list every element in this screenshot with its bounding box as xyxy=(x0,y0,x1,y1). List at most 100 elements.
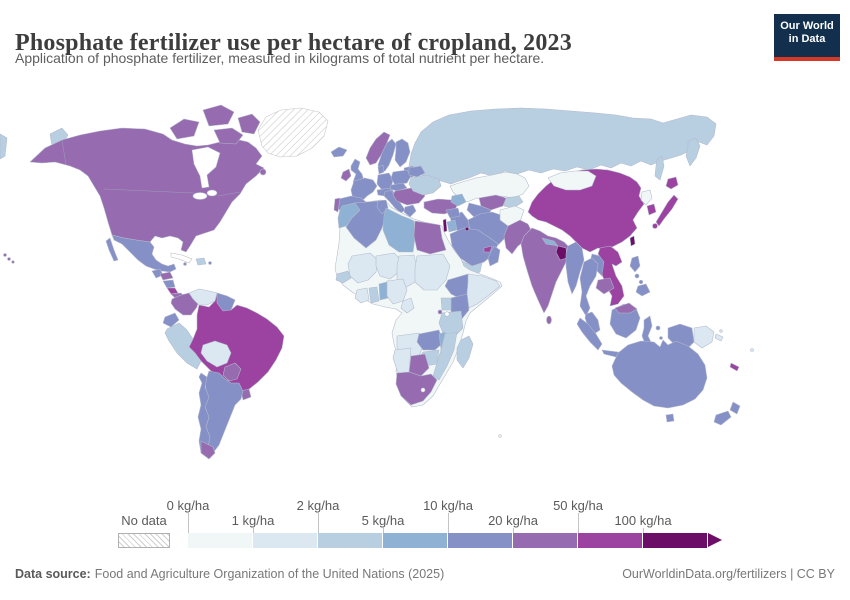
region-kyrgyzstan-tajikistan[interactable] xyxy=(503,195,524,209)
region-mozambique[interactable] xyxy=(432,331,458,381)
region-portugal[interactable] xyxy=(333,197,341,213)
region-australia[interactable] xyxy=(611,339,708,409)
region-mexico[interactable] xyxy=(111,234,177,273)
region-honduras[interactable] xyxy=(159,271,174,281)
region-russia-west-wrap[interactable] xyxy=(0,133,8,160)
region-thailand[interactable] xyxy=(579,257,599,317)
region-arctic-island-1[interactable] xyxy=(169,118,200,140)
region-new-britain[interactable] xyxy=(714,333,724,342)
region-south-korea[interactable] xyxy=(646,203,657,216)
region-ireland[interactable] xyxy=(340,168,352,182)
region-new-zealand-south[interactable] xyxy=(713,410,732,426)
region-greenland[interactable] xyxy=(257,107,329,158)
region-peru[interactable] xyxy=(164,322,202,370)
region-uganda[interactable] xyxy=(440,297,452,311)
legend-segment-0[interactable] xyxy=(188,533,253,548)
region-senegal[interactable] xyxy=(335,270,352,284)
region-hawaii-3[interactable] xyxy=(11,260,15,264)
region-argentina[interactable] xyxy=(204,370,244,454)
region-rwanda-burundi[interactable] xyxy=(437,309,443,315)
region-france[interactable] xyxy=(350,177,378,203)
region-greece[interactable] xyxy=(403,204,417,218)
owid-logo[interactable]: Our World in Data xyxy=(774,14,840,61)
region-bolivia[interactable] xyxy=(200,340,232,368)
region-cuba[interactable] xyxy=(170,252,193,264)
region-moluccas-1[interactable] xyxy=(655,325,661,331)
region-newfoundland[interactable] xyxy=(259,168,267,176)
region-costa-rica[interactable] xyxy=(166,287,179,295)
region-denmark[interactable] xyxy=(377,164,385,175)
region-belarus[interactable] xyxy=(408,165,426,178)
no-data-swatch[interactable] xyxy=(118,533,170,548)
region-cameroon[interactable] xyxy=(400,297,415,314)
region-mongolia[interactable] xyxy=(547,170,597,191)
region-sumatra[interactable] xyxy=(576,317,603,351)
legend-segment-5[interactable] xyxy=(513,533,578,548)
region-arctic-island-3[interactable] xyxy=(213,127,244,145)
region-sakhalin[interactable] xyxy=(654,155,665,181)
region-puerto-rico[interactable] xyxy=(208,261,212,265)
region-jordan[interactable] xyxy=(446,219,458,233)
region-bangladesh[interactable] xyxy=(555,245,568,261)
region-myanmar[interactable] xyxy=(565,241,585,295)
region-somalia[interactable] xyxy=(466,273,501,309)
region-caucasus[interactable] xyxy=(450,193,467,207)
region-visayas-1[interactable] xyxy=(634,273,640,279)
region-norway[interactable] xyxy=(365,131,391,166)
region-mindanao[interactable] xyxy=(635,283,651,297)
region-colombia[interactable] xyxy=(170,292,200,316)
region-luzon[interactable] xyxy=(629,255,641,273)
region-iceland[interactable] xyxy=(330,146,348,158)
legend-segment-1[interactable] xyxy=(253,533,318,548)
region-nicaragua[interactable] xyxy=(162,279,176,289)
region-syria[interactable] xyxy=(445,207,461,219)
region-north-korea[interactable] xyxy=(640,189,653,206)
region-guyanas[interactable] xyxy=(216,292,236,312)
legend-color-bar[interactable] xyxy=(188,533,722,548)
region-ivory-coast[interactable] xyxy=(354,287,370,304)
legend-segment-6[interactable] xyxy=(578,533,643,548)
region-russia[interactable] xyxy=(408,107,717,185)
region-egypt[interactable] xyxy=(413,220,447,255)
region-finland[interactable] xyxy=(394,138,411,168)
region-niger[interactable] xyxy=(375,252,402,280)
region-benin-togo[interactable] xyxy=(378,281,389,301)
region-arctic-island-2[interactable] xyxy=(202,104,235,127)
region-north-america[interactable] xyxy=(29,127,265,253)
legend-segment-2[interactable] xyxy=(318,533,383,548)
region-oman[interactable] xyxy=(487,245,501,267)
region-sudan[interactable] xyxy=(414,253,451,291)
region-uae[interactable] xyxy=(483,245,493,253)
rights-link[interactable]: OurWorldinData.org/fertilizers | CC BY xyxy=(622,567,835,581)
region-chile-south[interactable] xyxy=(200,440,216,460)
region-hokkaido[interactable] xyxy=(665,176,679,190)
region-uruguay[interactable] xyxy=(240,388,252,401)
region-mali[interactable] xyxy=(347,252,379,284)
region-new-zealand-north[interactable] xyxy=(729,401,741,415)
region-ghana[interactable] xyxy=(368,286,380,304)
region-papua-new-guinea[interactable] xyxy=(693,325,715,349)
region-honshu[interactable] xyxy=(655,194,679,227)
region-paraguay[interactable] xyxy=(222,362,242,382)
region-tasmania[interactable] xyxy=(665,413,675,423)
region-poland[interactable] xyxy=(390,169,412,186)
legend-segment-3[interactable] xyxy=(383,533,448,548)
region-hispaniola[interactable] xyxy=(195,257,207,266)
region-kyushu[interactable] xyxy=(652,223,658,229)
region-libya[interactable] xyxy=(382,207,416,253)
region-italy[interactable] xyxy=(383,189,406,214)
region-solomon-1[interactable] xyxy=(719,329,723,333)
region-cambodia[interactable] xyxy=(595,277,615,295)
region-kamchatka[interactable] xyxy=(685,137,701,167)
region-madagascar[interactable] xyxy=(456,335,474,369)
region-south-africa[interactable] xyxy=(395,371,438,406)
region-sri-lanka[interactable] xyxy=(546,315,552,325)
region-zambia[interactable] xyxy=(416,329,444,351)
region-ukraine[interactable] xyxy=(408,174,442,196)
region-hawaii-2[interactable] xyxy=(7,257,11,261)
region-taiwan[interactable] xyxy=(629,235,636,247)
region-moluccas-2[interactable] xyxy=(659,336,663,340)
region-baja-california[interactable] xyxy=(105,237,119,262)
region-fiji[interactable] xyxy=(750,348,754,352)
